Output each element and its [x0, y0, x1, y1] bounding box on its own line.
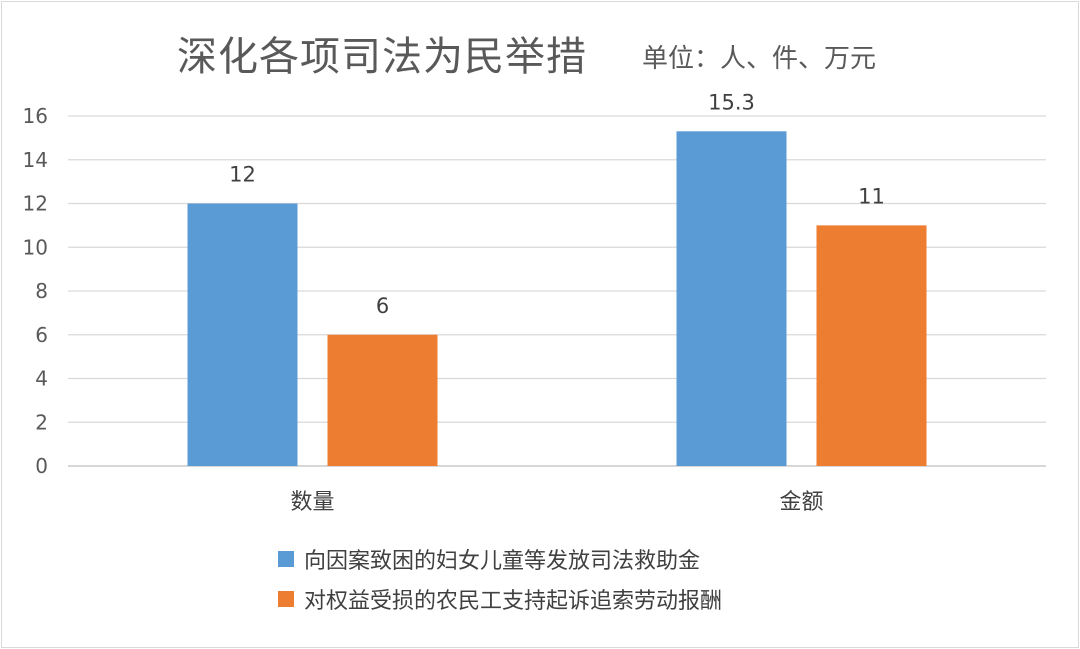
x-tick-label: 金额: [779, 490, 823, 515]
legend-item-series-2[interactable]: 对权益受损的农民工支持起诉追索劳动报酬: [278, 585, 723, 614]
data-labels: 12 6 15.3 11: [229, 90, 885, 317]
data-label: 12: [229, 163, 256, 187]
y-tick-label: 10: [23, 235, 48, 259]
bar-series-2-0: [327, 334, 438, 466]
bars: [187, 131, 927, 466]
data-label: 6: [376, 294, 389, 318]
y-tick-label: 6: [35, 323, 48, 347]
y-tick-label: 0: [35, 454, 48, 478]
y-tick-label: 14: [23, 148, 48, 172]
data-label: 11: [858, 184, 885, 208]
x-tick-label: 数量: [290, 490, 334, 515]
legend-label-series-1: 向因案致困的妇女儿童等发放司法救助金: [304, 549, 701, 574]
legend-item-series-1[interactable]: 向因案致困的妇女儿童等发放司法救助金: [278, 545, 722, 574]
bar-series-1-0: [187, 203, 298, 466]
y-tick-label: 12: [23, 192, 48, 216]
legend-label-series-2: 对权益受损的农民工支持起诉追索劳动报酬: [304, 589, 723, 614]
x-tick-labels: 数量 金额: [290, 490, 823, 515]
y-tick-label: 8: [35, 279, 48, 303]
chart-title: 深化各项司法为民举措: [177, 34, 587, 80]
y-tick-label: 16: [23, 104, 48, 128]
data-label: 15.3: [708, 90, 755, 114]
legend-swatch-series-2: [278, 591, 294, 607]
legend: 向因案致困的妇女儿童等发放司法救助金 对权益受损的农民工支持起诉追索劳动报酬: [278, 545, 722, 625]
y-tick-label: 4: [35, 367, 48, 391]
legend-swatch-series-1: [278, 551, 294, 567]
bar-series-2-1: [816, 225, 927, 466]
y-tick-label: 2: [35, 410, 48, 434]
y-tick-labels: 0 2 4 6 8 10 12 14 16: [23, 104, 48, 478]
chart-subtitle: 单位：人、件、万元: [642, 44, 877, 74]
bar-series-1-1: [676, 131, 787, 466]
